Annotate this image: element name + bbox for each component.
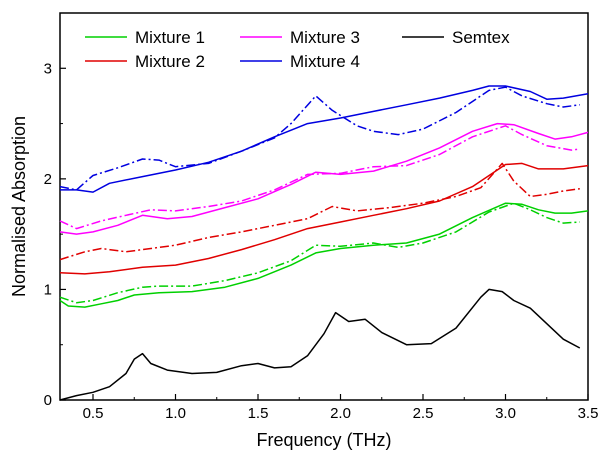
legend-label: Semtex <box>452 28 510 47</box>
legend-label: Mixture 4 <box>290 52 360 71</box>
x-tick-label: 1.0 <box>165 405 186 422</box>
legend-label: Mixture 2 <box>135 52 205 71</box>
series-line <box>59 202 580 304</box>
legend-label: Mixture 1 <box>135 28 205 47</box>
series-line <box>59 86 580 191</box>
axis-ticks: 0.5 1.0 1.5 2.0 2.5 3.0 3.5 0 1 2 3 <box>44 60 599 422</box>
y-axis-label: Normalised Absorption <box>9 116 29 297</box>
y-tick-label: 1 <box>44 281 52 298</box>
x-tick-label: 0.5 <box>83 405 104 422</box>
series-layer <box>59 85 589 401</box>
x-tick-label: 2.5 <box>413 405 434 422</box>
series-line <box>59 288 581 401</box>
series-line <box>59 122 589 235</box>
x-tick-label: 2.0 <box>330 405 351 422</box>
legend: Mixture 1 Mixture 3 Semtex Mixture 2 Mixture… <box>85 28 510 71</box>
series-line <box>59 202 589 308</box>
series-line <box>60 85 589 193</box>
x-tick-label: 3.5 <box>578 405 599 422</box>
x-axis-label: Frequency (THz) <box>256 430 391 450</box>
y-tick-label: 2 <box>44 171 52 188</box>
plot-area <box>59 12 589 401</box>
legend-label: Mixture 3 <box>290 28 360 47</box>
x-tick-label: 1.5 <box>248 405 269 422</box>
series-line <box>59 162 580 261</box>
series-line <box>59 125 580 230</box>
y-tick-label: 0 <box>44 392 52 409</box>
y-tick-label: 3 <box>44 60 52 77</box>
x-tick-label: 3.0 <box>495 405 516 422</box>
series-line <box>59 162 589 275</box>
